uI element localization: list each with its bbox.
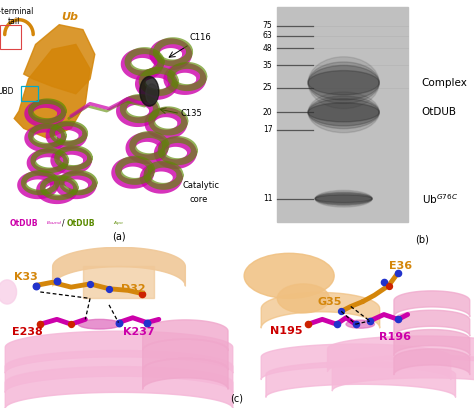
- Bar: [21, 86, 38, 101]
- Point: [53, 277, 61, 284]
- Text: UBD: UBD: [0, 87, 14, 96]
- Text: (a): (a): [112, 232, 125, 242]
- Ellipse shape: [277, 284, 329, 313]
- Ellipse shape: [308, 62, 379, 103]
- Ellipse shape: [146, 84, 157, 104]
- Ellipse shape: [308, 99, 379, 126]
- Ellipse shape: [308, 65, 379, 100]
- Point: [143, 319, 151, 326]
- Text: 75: 75: [263, 21, 273, 31]
- Ellipse shape: [315, 191, 372, 207]
- Text: 20: 20: [263, 108, 273, 117]
- Text: Complex: Complex: [422, 78, 468, 88]
- Point: [352, 321, 359, 328]
- Text: 17: 17: [263, 125, 273, 134]
- Point: [138, 290, 146, 297]
- Text: 63: 63: [263, 31, 273, 40]
- Text: E36: E36: [389, 261, 412, 271]
- Point: [105, 286, 113, 292]
- Text: G35: G35: [318, 297, 342, 307]
- Ellipse shape: [308, 103, 379, 122]
- Text: $^{Bound}$: $^{Bound}$: [46, 221, 62, 226]
- Text: Catalytic: Catalytic: [182, 181, 219, 190]
- Point: [86, 281, 94, 287]
- Ellipse shape: [315, 193, 372, 204]
- Point: [394, 316, 402, 323]
- Polygon shape: [83, 266, 154, 298]
- Point: [337, 308, 345, 315]
- Text: OtDUB: OtDUB: [422, 107, 457, 118]
- Ellipse shape: [140, 77, 159, 106]
- Text: (c): (c): [230, 394, 244, 404]
- Text: C116: C116: [190, 33, 211, 42]
- Point: [36, 321, 44, 328]
- Point: [333, 321, 340, 328]
- Text: 35: 35: [263, 61, 273, 70]
- Text: Ub$^{G76C}$: Ub$^{G76C}$: [422, 192, 458, 206]
- Text: OtDUB: OtDUB: [66, 219, 95, 228]
- Ellipse shape: [0, 280, 17, 304]
- Point: [115, 319, 122, 326]
- Text: core: core: [190, 195, 208, 204]
- Point: [394, 269, 402, 276]
- Ellipse shape: [244, 253, 334, 298]
- Point: [366, 318, 374, 324]
- Ellipse shape: [308, 96, 379, 129]
- Text: C135: C135: [180, 109, 202, 118]
- Text: C-terminal: C-terminal: [0, 7, 35, 16]
- Point: [67, 321, 75, 328]
- Text: K33: K33: [14, 273, 38, 282]
- Ellipse shape: [315, 192, 372, 205]
- Point: [385, 282, 392, 289]
- Point: [304, 321, 312, 328]
- Point: [32, 282, 39, 289]
- Polygon shape: [14, 44, 90, 138]
- Polygon shape: [24, 24, 95, 94]
- Text: (b): (b): [415, 234, 429, 244]
- Ellipse shape: [315, 195, 372, 203]
- Ellipse shape: [308, 92, 379, 133]
- Bar: [277, 7, 408, 222]
- Text: 48: 48: [263, 44, 273, 53]
- Text: /: /: [62, 219, 64, 228]
- Text: Ub: Ub: [62, 12, 79, 22]
- Text: 11: 11: [263, 194, 273, 203]
- Text: 25: 25: [263, 83, 273, 92]
- Ellipse shape: [308, 57, 379, 109]
- Bar: [0, 25, 21, 49]
- Text: tail: tail: [8, 17, 20, 26]
- Ellipse shape: [308, 71, 379, 95]
- Text: $^{Apo}$: $^{Apo}$: [112, 220, 123, 227]
- Text: D32: D32: [121, 284, 146, 294]
- Text: K237: K237: [123, 327, 155, 337]
- Ellipse shape: [78, 319, 121, 329]
- Text: OtDUB: OtDUB: [9, 219, 38, 228]
- Ellipse shape: [346, 320, 374, 328]
- Text: R196: R196: [379, 332, 411, 342]
- Point: [380, 279, 388, 286]
- Text: E238: E238: [12, 327, 43, 337]
- Text: N195: N195: [270, 326, 303, 336]
